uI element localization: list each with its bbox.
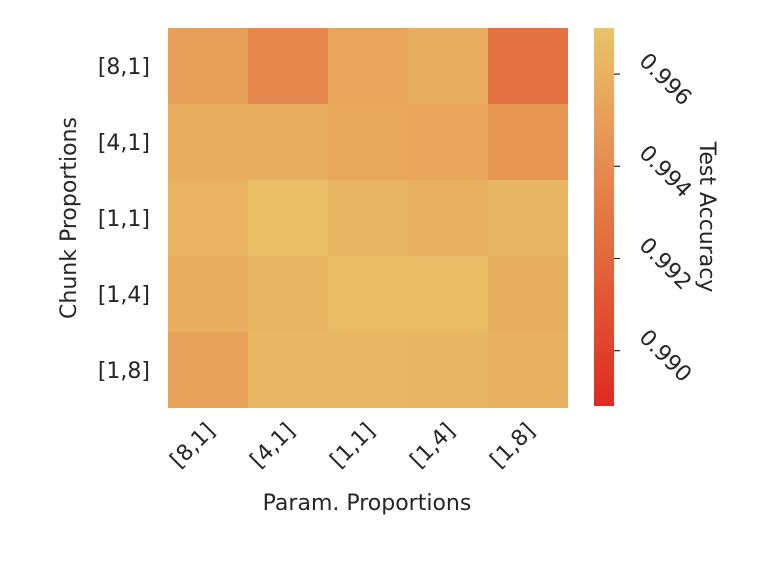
x-tick-label: [8,1] (166, 419, 221, 474)
heatmap-cell (408, 332, 488, 408)
x-tick-label: [1,8] (486, 419, 541, 474)
heatmap-cell (328, 332, 408, 408)
x-tick-label: [4,1] (246, 419, 301, 474)
heatmap-cell (248, 332, 328, 408)
y-tick-label: [4,1] (98, 131, 150, 156)
x-tick-label: [1,4] (406, 419, 461, 474)
y-axis-label: Chunk Proportions (57, 117, 82, 319)
y-tick-label: [8,1] (98, 55, 150, 80)
heatmap-cell (488, 180, 568, 256)
heatmap-cell (328, 28, 408, 104)
colorbar-tick-label: 0.996 (634, 49, 696, 111)
heatmap-cell (328, 180, 408, 256)
heatmap-cell (248, 104, 328, 180)
y-tick-labels: [8,1] [4,1] [1,1] [1,4] [1,8] (98, 55, 150, 384)
colorbar-tick-label: 0.994 (634, 141, 696, 203)
colorbar (594, 28, 614, 406)
heatmap-cell (488, 28, 568, 104)
heatmap-cell (408, 28, 488, 104)
heatmap-cell (248, 256, 328, 332)
heatmap-cells (168, 28, 568, 408)
heatmap-cell (328, 104, 408, 180)
heatmap-cell (248, 180, 328, 256)
colorbar-tick-label: 0.992 (634, 233, 696, 295)
heatmap-cell (168, 104, 248, 180)
heatmap-cell (248, 28, 328, 104)
colorbar-tick-label: 0.990 (634, 325, 696, 387)
x-tick-label: [1,1] (326, 419, 381, 474)
x-tick-labels: [8,1] [4,1] [1,1] [1,4] [1,8] (166, 419, 541, 474)
heatmap-cell (408, 104, 488, 180)
y-tick-label: [1,4] (98, 283, 150, 308)
colorbar-ticks: 0.990 0.992 0.994 0.996 (614, 49, 696, 387)
heatmap-cell (168, 180, 248, 256)
heatmap-cell (408, 256, 488, 332)
heatmap-cell (328, 256, 408, 332)
heatmap-cell (408, 180, 488, 256)
heatmap-cell (168, 332, 248, 408)
colorbar-label: Test Accuracy (694, 141, 719, 293)
y-tick-label: [1,8] (98, 359, 150, 384)
heatmap-cell (488, 104, 568, 180)
heatmap-cell (168, 256, 248, 332)
heatmap-cell (168, 28, 248, 104)
heatmap-cell (488, 256, 568, 332)
y-tick-label: [1,1] (98, 207, 150, 232)
heatmap-cell (488, 332, 568, 408)
x-axis-label: Param. Proportions (263, 491, 472, 516)
